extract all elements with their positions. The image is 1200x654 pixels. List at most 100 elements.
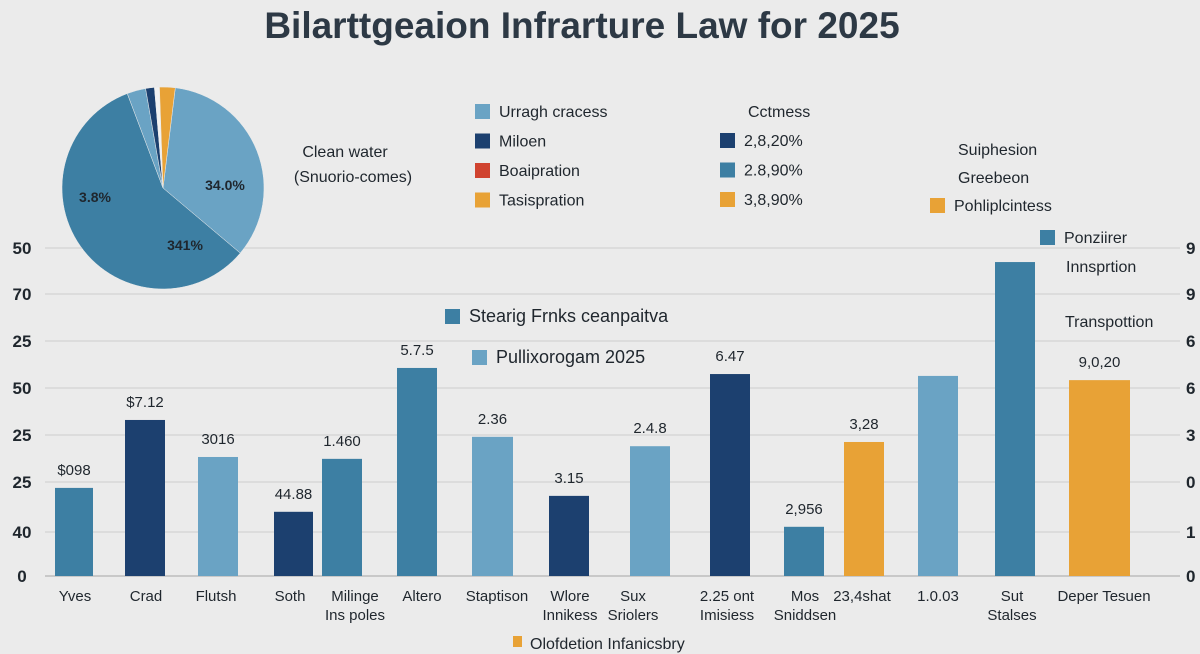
y-tick-label-left: 40 (13, 523, 32, 542)
x-tick-label: Mos (791, 588, 819, 605)
bar-data-label: 6.47 (715, 348, 744, 365)
bar-data-label: 44.88 (275, 486, 313, 503)
x-tick-label: Innikess (542, 607, 597, 624)
x-tick-label: Wlore (550, 588, 589, 605)
legend-item-label: Pohliplcintess (954, 198, 1052, 215)
x-tick-label: Sniddsen (774, 607, 837, 624)
bar (918, 375, 958, 576)
pie-caption: Clean water (302, 144, 388, 161)
pie-slice (162, 87, 265, 254)
bar (549, 495, 589, 576)
x-tick-label: Altero (402, 588, 441, 605)
bar (397, 367, 437, 576)
bar-data-label: $7.12 (126, 394, 164, 411)
bar (844, 441, 884, 576)
x-tick-label: Stalses (987, 607, 1036, 624)
y-tick-label-right: 0 (1186, 567, 1195, 586)
bar-data-label: 3.15 (554, 470, 583, 487)
bar (1069, 380, 1130, 576)
x-tick-label: Yves (59, 588, 92, 605)
legend-item-label: 3,8,90% (744, 192, 803, 209)
pie-slice-label: 3.8% (79, 189, 111, 205)
x-tick-label: Sriolers (608, 607, 659, 624)
legend-item-label: Tasispration (499, 193, 584, 210)
pie-slice (61, 93, 241, 290)
pie-caption-sub: (Snuorio-comes) (294, 169, 412, 186)
pie-slice-label: 34.0% (205, 177, 245, 193)
x-tick-label: Staptison (466, 588, 529, 605)
bar-data-label: 9,0,20 (1079, 354, 1121, 371)
y-tick-label-right: 9 (1186, 285, 1195, 304)
bar-data-label: $098 (57, 462, 90, 479)
x-tick-label: 1.0.03 (917, 588, 959, 605)
legend-item-label: Pullixorogam 2025 (496, 347, 645, 367)
x-tick-label: Sux (620, 588, 646, 605)
legend-item-label: 2.8,90% (744, 163, 803, 180)
legend-item-label: Miloen (499, 134, 546, 151)
bar (710, 374, 750, 576)
y-tick-label-right: 0 (1186, 473, 1195, 492)
x-tick-label: 23,4shat (833, 588, 891, 605)
bar-data-label: 5.7.5 (400, 342, 433, 359)
y-tick-label-left: 0 (17, 567, 26, 586)
bar-data-label: 3016 (201, 431, 234, 448)
bar-data-label: 1.460 (323, 433, 361, 450)
bar-data-label: 2.4.8 (633, 420, 666, 437)
legend-swatch (720, 192, 735, 207)
legend-swatch (720, 162, 735, 178)
pie-chart: 34.0% 3.8% 341% (61, 86, 265, 290)
legend-swatch (475, 104, 490, 119)
y-tick-label-left: 50 (13, 239, 32, 258)
bar (472, 436, 513, 576)
y-tick-label-left: 25 (13, 332, 32, 351)
legend-item-label: Urragh cracess (499, 104, 607, 121)
legend-text: Suiphesion (958, 142, 1037, 159)
x-tick-label: Flutsh (196, 588, 237, 605)
bar (630, 446, 670, 576)
y-tick-label-left: 25 (13, 426, 32, 445)
legend-swatch (475, 163, 490, 178)
bar (125, 419, 165, 576)
legend-swatch (475, 133, 490, 149)
bar (995, 262, 1035, 576)
x-tick-label: Soth (275, 588, 306, 605)
legend-text: Transpottion (1065, 314, 1153, 331)
bar (198, 456, 238, 576)
legend-item-label: Ponziirer (1064, 230, 1128, 247)
y-tick-label-right: 9 (1186, 239, 1195, 258)
legend-swatch (472, 350, 487, 365)
bar (274, 511, 313, 576)
legend-item-label: Boaipration (499, 163, 580, 180)
x-tick-label: Deper Tesuen (1057, 588, 1150, 605)
legend-swatch (720, 133, 735, 148)
y-tick-label-right: 6 (1186, 379, 1195, 398)
bar-data-label: 3,28 (849, 416, 878, 433)
chart-title: Bilarttgeaion Infrarture Law for 2025 (264, 5, 899, 46)
legend-swatch (930, 198, 945, 213)
legend-item-label: 2,8,20% (744, 133, 803, 150)
x-tick-label: Ins poles (325, 607, 385, 624)
x-tick-label: Sut (1001, 588, 1024, 605)
x-tick-label: Imisiess (700, 607, 754, 624)
legend-header: Cctmess (748, 104, 810, 121)
pie-slice-label: 341% (167, 237, 203, 253)
pie-slice (159, 86, 176, 189)
x-tick-label: Crad (130, 588, 163, 605)
legend-item-label: Stearig Frnks ceanpaitva (469, 306, 669, 326)
y-tick-label-left: 70 (13, 285, 32, 304)
legend-text: Innsprtion (1066, 259, 1136, 276)
x-tick-label: 2.25 ont (700, 588, 755, 605)
bar-data-label: 2.36 (478, 411, 507, 428)
bar-data-label: 2,956 (785, 501, 823, 518)
legend-text: Greebeon (958, 170, 1029, 187)
legend-item-label: Olofdetion Infanicsbry (530, 636, 685, 653)
y-tick-label-right: 6 (1186, 332, 1195, 351)
bar (322, 458, 362, 576)
legend-swatch (475, 192, 490, 208)
legend-swatch (1040, 230, 1055, 245)
y-tick-label-right: 1 (1186, 523, 1195, 542)
bar (55, 487, 93, 576)
y-tick-label-left: 25 (13, 473, 32, 492)
x-tick-label: Milinge (331, 588, 379, 605)
